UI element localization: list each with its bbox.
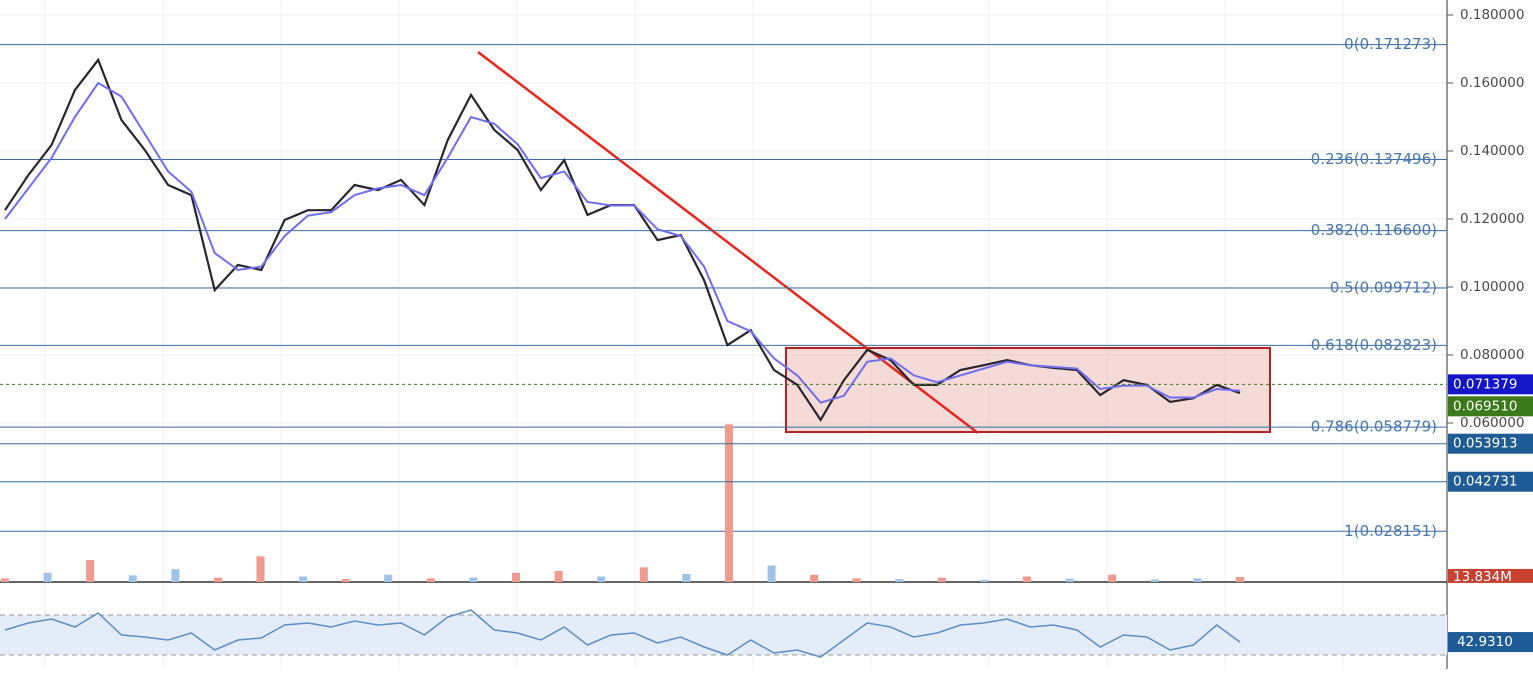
volume-bar — [1065, 578, 1074, 582]
fib-label: 0.618(0.082823) — [1311, 336, 1437, 354]
volume-bar — [980, 579, 989, 582]
fib-label: 0(0.171273) — [1344, 35, 1437, 53]
volume-bar — [810, 574, 819, 582]
volume-bar — [128, 575, 137, 582]
y-tick-label: 0.180000 — [1460, 7, 1524, 23]
y-tick-label: 0.120000 — [1460, 211, 1524, 227]
volume-badge-label: 13.834M — [1453, 569, 1512, 585]
fib-label: 0.5(0.099712) — [1330, 278, 1437, 296]
volume-bar — [256, 556, 265, 582]
volume-bar — [639, 567, 648, 582]
fib-label: 1(0.028151) — [1344, 522, 1437, 540]
price-badge-label: 0.053913 — [1453, 436, 1517, 452]
volume-bar — [469, 577, 478, 582]
volume-bar — [384, 574, 393, 582]
volume-bar — [937, 577, 946, 582]
volume-bar — [1, 578, 9, 582]
volume-bar — [426, 578, 435, 582]
price-badge-label: 0.069510 — [1453, 398, 1517, 414]
volume-bar — [724, 424, 733, 582]
rsi-badge-label: 42.9310 — [1457, 634, 1513, 650]
volume-bar — [1150, 579, 1159, 582]
volume-bar — [1236, 576, 1244, 582]
volume-bar — [171, 569, 180, 582]
volume-bar — [895, 579, 904, 582]
moving-average — [4, 81, 1241, 404]
rsi-line — [4, 609, 1241, 658]
volume-bar — [767, 565, 776, 582]
range-box[interactable] — [785, 347, 1271, 433]
volume-bar — [43, 572, 52, 582]
price-badge — [1448, 396, 1533, 417]
fib-label: 0.786(0.058779) — [1311, 418, 1437, 436]
volume-bar — [86, 560, 95, 582]
trend-line[interactable] — [477, 51, 979, 434]
volume-bar — [1023, 576, 1032, 582]
price-badge-label: 0.071379 — [1453, 376, 1517, 392]
price-badge — [1448, 433, 1533, 454]
volume-badge — [1448, 568, 1533, 583]
volume-bar — [597, 576, 606, 582]
volume-bar — [512, 572, 521, 582]
volume-bar — [554, 571, 563, 582]
volume-bar — [1108, 574, 1117, 582]
y-tick-label: 0.140000 — [1460, 143, 1524, 159]
volume-bar — [682, 573, 691, 582]
y-tick-label: 0.080000 — [1460, 347, 1524, 363]
y-tick-label: 0.100000 — [1460, 279, 1524, 295]
price-badge — [1448, 471, 1533, 492]
price-badge — [1448, 374, 1533, 395]
price-badge-label: 0.042731 — [1453, 474, 1517, 490]
fib-label: 0.236(0.137496) — [1311, 150, 1437, 168]
y-tick-label: 0.160000 — [1460, 75, 1524, 91]
volume-bar — [1193, 578, 1202, 582]
volume-bar — [341, 579, 350, 582]
fib-label: 0.382(0.116600) — [1311, 221, 1437, 239]
volume-bar — [852, 578, 861, 582]
volume-bar — [299, 576, 308, 582]
rsi-badge — [1448, 632, 1533, 653]
volume-bar — [213, 577, 222, 582]
y-tick-label: 0.060000 — [1460, 415, 1524, 431]
